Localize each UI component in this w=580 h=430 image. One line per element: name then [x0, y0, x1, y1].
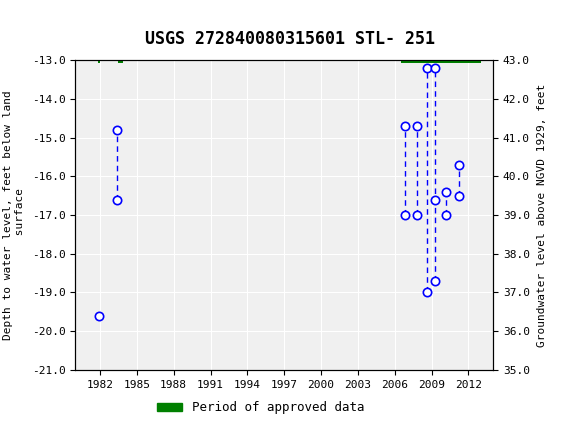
Text: ▒USGS: ▒USGS: [6, 6, 60, 28]
Y-axis label: Groundwater level above NGVD 1929, feet: Groundwater level above NGVD 1929, feet: [536, 83, 547, 347]
Text: USGS 272840080315601 STL- 251: USGS 272840080315601 STL- 251: [145, 30, 435, 48]
Y-axis label: Depth to water level, feet below land
 surface: Depth to water level, feet below land su…: [3, 90, 25, 340]
Legend: Period of approved data: Period of approved data: [152, 396, 370, 419]
